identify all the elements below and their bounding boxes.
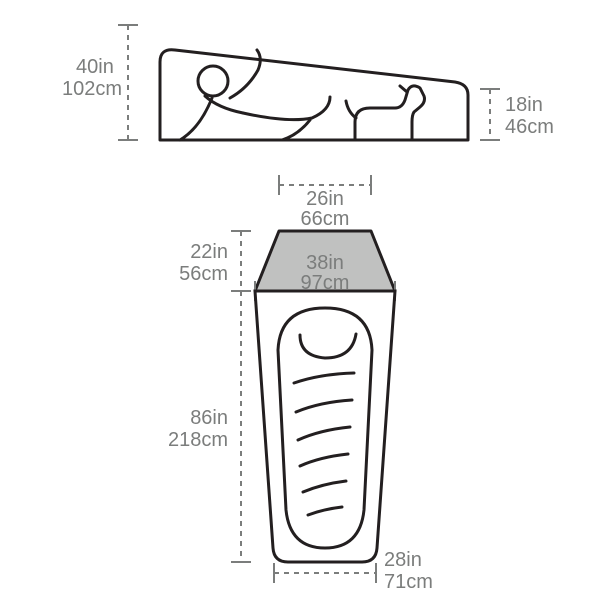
length-cm: 218cm [168,429,228,451]
foot-width-cm: 71cm [384,571,433,593]
peak-height-cm: 102cm [62,78,122,100]
vest-outer-in: 26in [306,188,344,210]
side-view: 40in 102cm [62,25,554,140]
tent-body-outline [255,291,395,562]
dim-tent-length: 86in 218cm [168,291,251,562]
length-in: 86in [190,407,228,429]
person-figure [180,50,330,140]
foot-height-in: 18in [505,94,543,116]
vest-depth-in: 22in [190,241,228,263]
head-width-in: 38in [306,252,344,274]
tent-dimension-diagram: 40in 102cm [0,0,600,600]
dim-vestibule-outer: 26in 66cm [279,175,371,230]
dim-vestibule-depth: 22in 56cm [179,231,251,291]
dim-foot-height: 18in 46cm [480,89,554,140]
foot-width-in: 28in [384,549,422,571]
vest-depth-cm: 56cm [179,263,228,285]
peak-height-in: 40in [76,56,114,78]
foot-height-cm: 46cm [505,116,554,138]
vest-outer-cm: 66cm [301,208,350,230]
top-view: 26in 66cm 22in 56cm 38in 97cm [168,175,433,593]
dim-peak-height: 40in 102cm [62,25,138,140]
dog-figure [346,86,425,140]
